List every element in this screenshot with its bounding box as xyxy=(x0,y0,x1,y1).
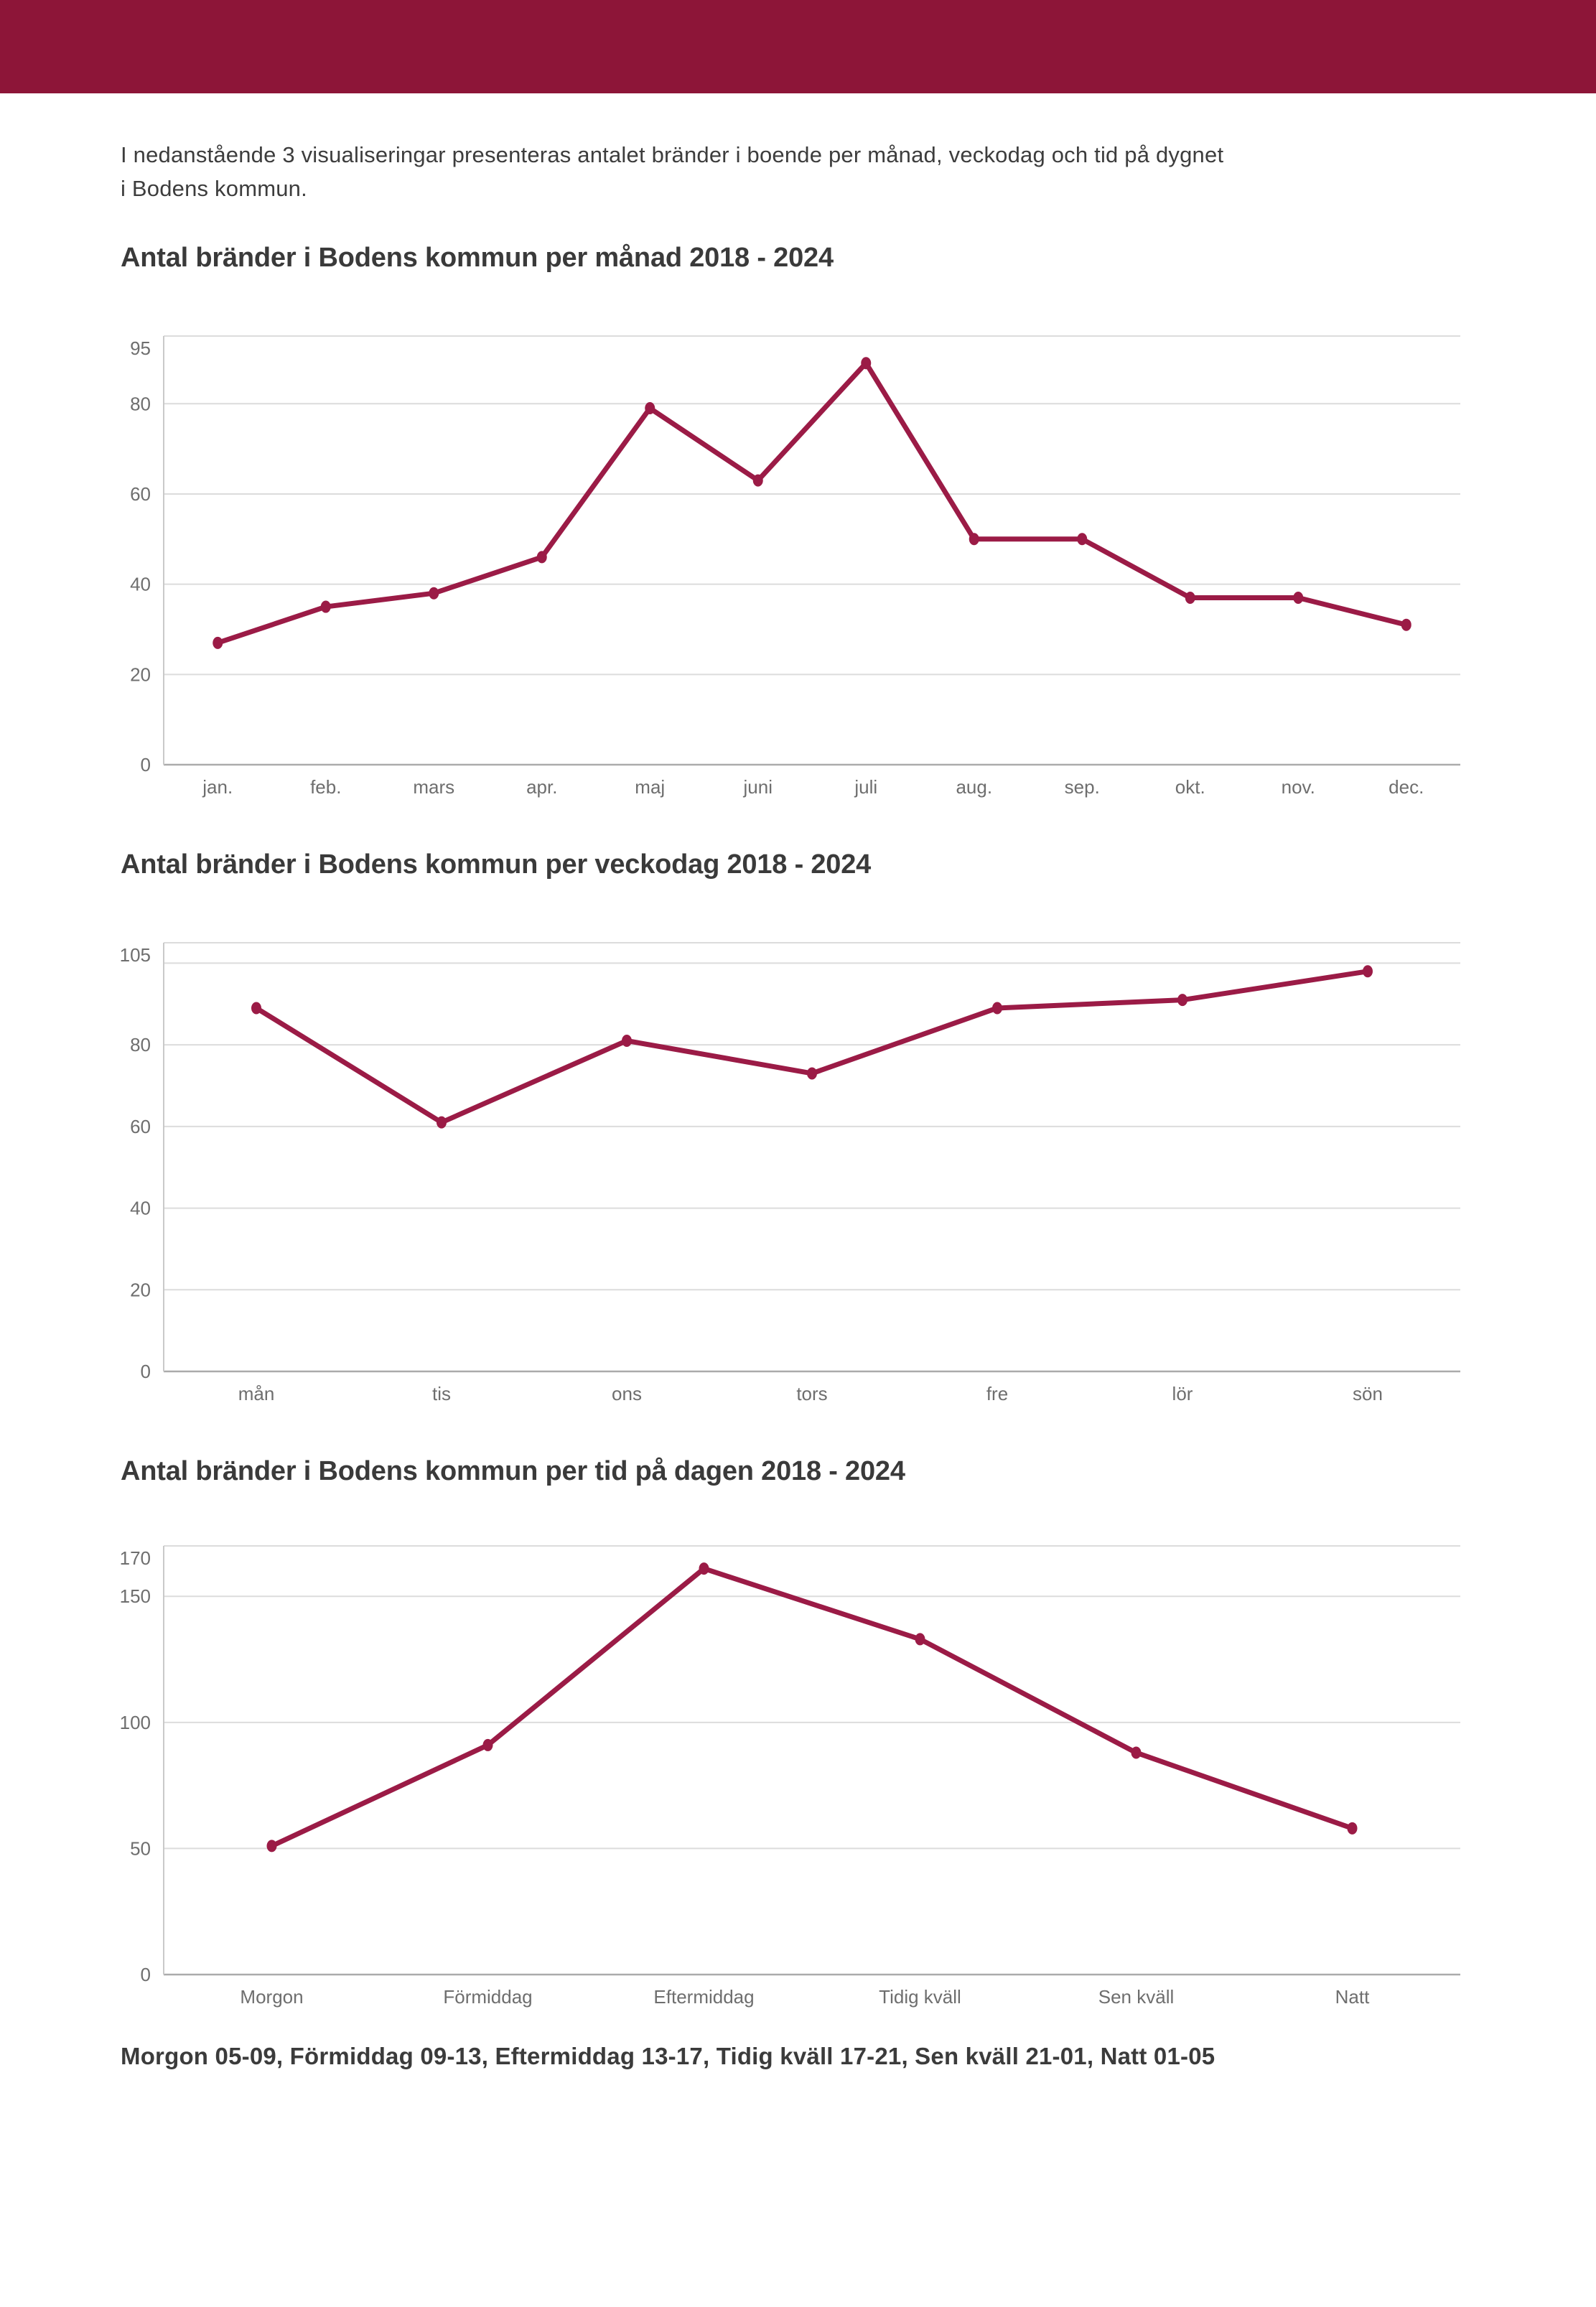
chart-title-per-month: Antal bränder i Bodens kommun per månad … xyxy=(121,243,834,273)
y-tick-label: 50 xyxy=(130,1837,151,1859)
x-tick-label: mars xyxy=(413,776,454,798)
x-tick-label: mån xyxy=(238,1383,275,1404)
x-tick-label: Eftermiddag xyxy=(653,1986,754,2008)
data-point xyxy=(807,1067,817,1080)
data-point xyxy=(1131,1746,1142,1759)
x-tick-label: Tidig kväll xyxy=(879,1986,961,2008)
data-point xyxy=(992,1002,1002,1015)
chart-per-weekday: 105 80 60 40 20 0 mån tis ons tors fre lör sön xyxy=(108,923,1508,1440)
intro-line-1: I nedanstående 3 visualiseringar present… xyxy=(121,142,1224,167)
data-point xyxy=(1077,533,1088,546)
y-tick-label: 60 xyxy=(130,1116,151,1137)
x-tick-label: aug. xyxy=(956,776,992,798)
data-point xyxy=(861,357,872,370)
y-tick-label: 100 xyxy=(120,1712,151,1733)
x-tick-label: sön xyxy=(1353,1383,1383,1404)
y-tick-label: 40 xyxy=(130,1198,151,1219)
x-tick-label: tors xyxy=(796,1383,827,1404)
data-line xyxy=(269,1566,1355,1849)
data-point xyxy=(1401,618,1411,631)
data-point xyxy=(251,1002,261,1015)
data-point xyxy=(752,474,763,487)
data-point xyxy=(320,600,331,613)
chart-per-month: 95 80 60 40 20 0 jan. feb. mars apr. maj juni juli au… xyxy=(108,316,1508,833)
y-tick-label: 95 xyxy=(130,337,151,359)
data-point xyxy=(1363,965,1373,978)
line-chart-canvas: 170 150 100 50 0 Morgon Förmiddag Eftermiddag Ti… xyxy=(120,1545,1460,2008)
y-tick-label: 60 xyxy=(130,483,151,505)
y-tick-label: 0 xyxy=(141,1361,151,1382)
data-point xyxy=(645,402,655,415)
data-point xyxy=(429,587,439,600)
x-tick-label: Sen kväll xyxy=(1098,1986,1175,2008)
x-tick-label: maj xyxy=(635,776,665,798)
y-tick-label: 105 xyxy=(120,944,151,966)
data-line xyxy=(253,969,1371,1125)
x-tick-label: okt. xyxy=(1175,776,1205,798)
data-point xyxy=(1347,1822,1358,1835)
x-tick-label: jan. xyxy=(202,776,233,798)
data-point xyxy=(266,1840,277,1852)
y-tick-label: 80 xyxy=(130,1034,151,1055)
data-point xyxy=(622,1034,632,1047)
data-point xyxy=(437,1116,447,1129)
y-tick-label: 80 xyxy=(130,393,151,414)
data-point xyxy=(536,551,547,564)
x-tick-label: dec. xyxy=(1389,776,1424,798)
x-tick-label: juli xyxy=(854,776,877,798)
data-point xyxy=(969,533,979,546)
data-point xyxy=(213,636,223,649)
data-point xyxy=(699,1562,709,1575)
data-point xyxy=(1293,591,1304,604)
x-tick-label: feb. xyxy=(310,776,341,798)
x-tick-label: Natt xyxy=(1335,1986,1370,2008)
data-point xyxy=(915,1633,925,1646)
chart-title-per-weekday: Antal bränder i Bodens kommun per veckod… xyxy=(121,849,872,880)
header-bar xyxy=(0,0,1596,93)
chart-per-time-of-day: 170 150 100 50 0 Morgon Förmiddag Eftermiddag Ti… xyxy=(108,1526,1508,2043)
time-ranges-note: Morgon 05-09, Förmiddag 09-13, Eftermidd… xyxy=(121,2043,1215,2069)
x-tick-label: Förmiddag xyxy=(443,1986,532,2008)
data-line xyxy=(215,360,1409,646)
line-chart-canvas: 95 80 60 40 20 0 jan. feb. mars apr. maj juni juli au… xyxy=(130,335,1460,798)
y-tick-label: 20 xyxy=(130,1279,151,1300)
data-point xyxy=(1177,994,1187,1007)
x-tick-label: lör xyxy=(1172,1383,1193,1404)
x-tick-label: Morgon xyxy=(240,1986,303,2008)
chart-title-per-time-of-day: Antal bränder i Bodens kommun per tid på… xyxy=(121,1456,905,1486)
y-tick-label: 0 xyxy=(141,754,151,775)
x-tick-label: sep. xyxy=(1065,776,1100,798)
data-point xyxy=(1185,591,1195,604)
x-tick-label: juni xyxy=(743,776,773,798)
x-tick-label: apr. xyxy=(526,776,557,798)
x-tick-label: fre xyxy=(986,1383,1008,1404)
x-tick-label: ons xyxy=(612,1383,642,1404)
y-tick-label: 170 xyxy=(120,1547,151,1569)
x-tick-label: nov. xyxy=(1282,776,1315,798)
x-tick-label: tis xyxy=(432,1383,451,1404)
line-chart-canvas: 105 80 60 40 20 0 mån tis ons tors fre lör sön xyxy=(120,942,1460,1404)
y-tick-label: 20 xyxy=(130,663,151,685)
data-point xyxy=(482,1738,493,1751)
y-tick-label: 40 xyxy=(130,574,151,595)
y-tick-label: 0 xyxy=(141,1964,151,1985)
y-tick-label: 150 xyxy=(120,1585,151,1607)
intro-text: I nedanstående 3 visualiseringar present… xyxy=(121,138,1485,205)
intro-line-2: i Bodens kommun. xyxy=(121,176,307,201)
